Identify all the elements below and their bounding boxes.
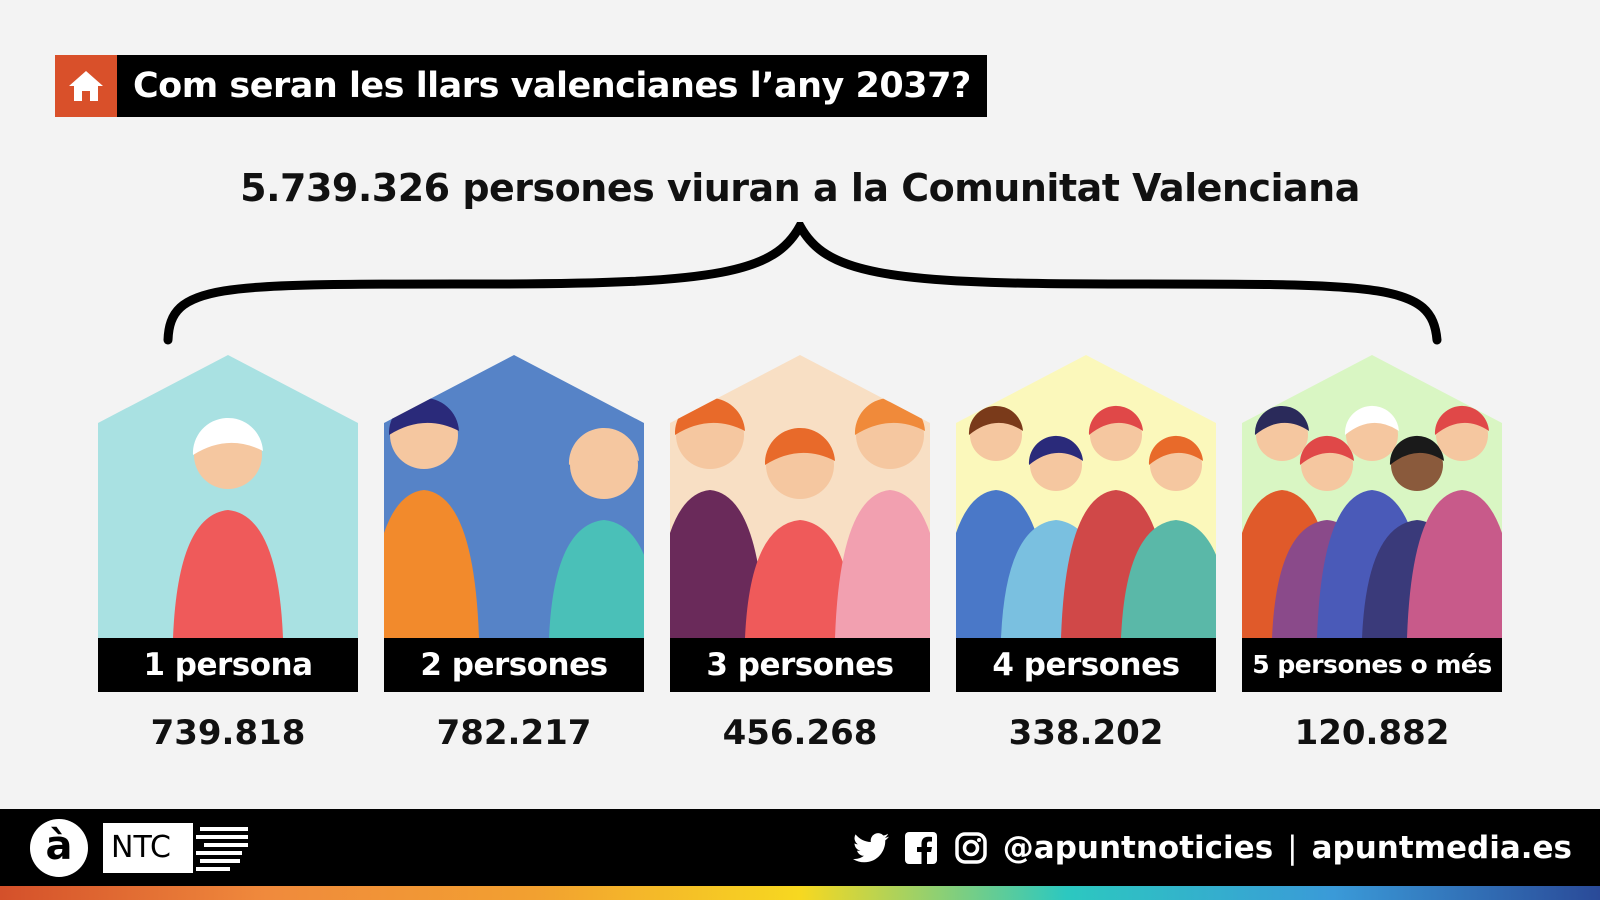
person-illustration — [745, 427, 855, 638]
twitter-handle-link[interactable]: @apuntnoticies — [1002, 829, 1274, 866]
house-1 — [98, 355, 358, 638]
household-value: 120.882 — [1294, 713, 1450, 753]
rainbow-stripe — [0, 886, 1600, 900]
person-illustration — [670, 397, 765, 638]
household-label: 5 persones o més — [1242, 638, 1502, 692]
social-links: @apuntnoticies | apuntmedia.es — [852, 809, 1572, 886]
apunt-logo: à — [30, 819, 88, 877]
title-bar: Com seran les llars valencianes l’any 20… — [55, 55, 987, 117]
person-illustration — [549, 427, 644, 638]
house-4 — [956, 355, 1216, 638]
instagram-icon[interactable] — [953, 830, 989, 866]
home-icon — [55, 55, 117, 117]
household-value: 739.818 — [150, 713, 306, 753]
page-title: Com seran les llars valencianes l’any 20… — [133, 66, 971, 106]
person-illustration — [1121, 435, 1216, 638]
person-illustration — [1407, 405, 1502, 638]
household-value: 456.268 — [722, 713, 878, 753]
brace-divider — [163, 222, 1442, 345]
separator: | — [1287, 829, 1298, 866]
website-link[interactable]: apuntmedia.es — [1311, 829, 1572, 866]
ntc-lines-icon — [196, 827, 248, 871]
house-5 — [1242, 355, 1502, 638]
household-value: 338.202 — [1008, 713, 1164, 753]
household-label: 4 persones — [956, 638, 1216, 692]
facebook-icon[interactable] — [903, 830, 939, 866]
footer: à NTC @apuntnoticies | apuntmedia.es — [0, 809, 1600, 886]
house-3 — [670, 355, 930, 638]
twitter-icon[interactable] — [852, 830, 889, 866]
subtitle-total: 5.739.326 persones viuran a la Comunitat… — [240, 166, 1360, 210]
house-2 — [384, 355, 644, 638]
household-value: 782.217 — [436, 713, 592, 753]
ntc-logo: NTC — [103, 823, 193, 873]
household-label: 1 persona — [98, 638, 358, 692]
person-illustration — [173, 417, 283, 638]
household-label: 3 persones — [670, 638, 930, 692]
person-illustration — [835, 397, 930, 638]
household-label: 2 persones — [384, 638, 644, 692]
